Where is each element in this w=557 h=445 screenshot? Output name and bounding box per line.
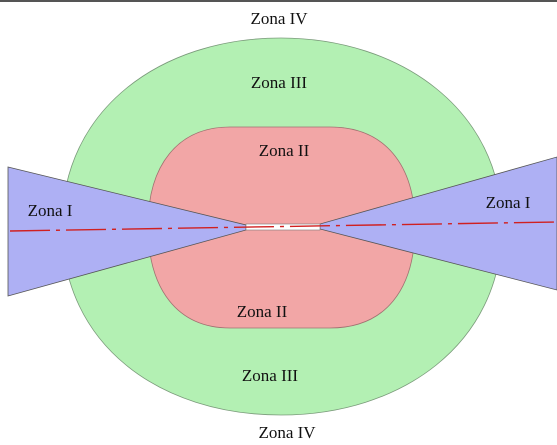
zone-label: Zona III (251, 73, 308, 92)
zone-label: Zona II (237, 302, 288, 321)
zone-label: Zona I (28, 201, 73, 220)
top-edge (0, 0, 557, 2)
zone-label: Zona IV (250, 9, 308, 28)
zone-label: Zona I (486, 193, 531, 212)
page: Zona IV Zona III Zona II Zona I Zona I Z… (0, 0, 557, 445)
zone-label: Zona II (259, 141, 310, 160)
zone-label: Zona IV (258, 423, 316, 442)
zone-label: Zona III (242, 366, 299, 385)
zone-diagram: Zona IV Zona III Zona II Zona I Zona I Z… (0, 0, 557, 445)
